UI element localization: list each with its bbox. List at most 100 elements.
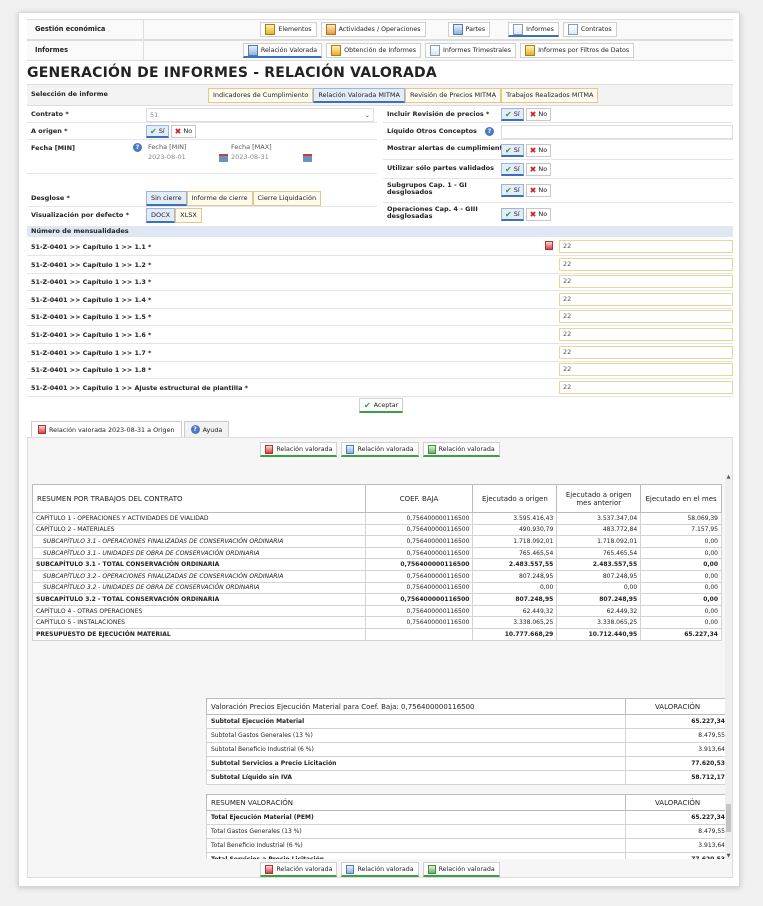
export-pdf-button[interactable]: Relación valorada	[260, 862, 338, 877]
mensualidad-input[interactable]: 22	[559, 363, 733, 377]
fecha-max-input[interactable]: 2023-08-31	[231, 153, 269, 161]
report-page: Gestión económica Elementos Actividades …	[18, 12, 740, 887]
check-icon: ✔	[505, 109, 512, 119]
export-xlsx-button[interactable]: Relación valorada	[422, 442, 500, 457]
copy-values-icon[interactable]	[545, 241, 553, 250]
mensualidad-label: 51-Z-0401 >> Capítulo 1 >> Ajuste estruc…	[31, 383, 248, 392]
table-cell: 0,756400000116500	[364, 593, 474, 606]
report-scrollbar[interactable]: ▲ ▼	[725, 474, 732, 859]
help-icon[interactable]: ?	[485, 127, 494, 136]
nav-obtencion-informes-button[interactable]: Obtención de Informes	[326, 43, 422, 58]
fecha-label: Fecha [MIN]	[31, 144, 75, 152]
excel-icon	[427, 444, 436, 454]
scroll-up-icon[interactable]: ▲	[726, 474, 731, 480]
mensualidad-input[interactable]: 22	[559, 257, 733, 271]
report-scroll-area[interactable]: RESUMEN POR TRABAJOS DEL CONTRATO COEF. B…	[32, 474, 730, 859]
alertas-no-button[interactable]: ✖ No	[525, 144, 552, 157]
mensualidad-input[interactable]: 22	[559, 380, 733, 394]
tab-relacion-valorada[interactable]: Relación valorada 2023-08-31 a Origen	[31, 421, 182, 437]
export-xlsx-button[interactable]: Relación valorada	[422, 862, 500, 877]
a-origen-row: A origen * ✔ Sí ✖ No	[27, 123, 377, 140]
scroll-down-icon[interactable]: ▼	[726, 853, 731, 859]
fecha-min-input[interactable]: 2023-08-01	[148, 153, 186, 161]
contratos-icon	[567, 24, 578, 35]
cross-icon: ✖	[529, 210, 537, 219]
mensualidad-input[interactable]: 22	[559, 275, 733, 289]
mensualidad-label: 51-Z-0401 >> Capítulo 1 >> 1.5 *	[31, 313, 152, 322]
operaciones-no-button[interactable]: ✖ No	[525, 208, 552, 221]
mensualidad-input[interactable]: 22	[559, 292, 733, 306]
option-trabajos-realizados[interactable]: Trabajos Realizados MITMA	[501, 88, 599, 103]
export-docx-button[interactable]: Relación valorada	[341, 862, 419, 877]
nav-relacion-valorada-button[interactable]: Relación Valorada	[242, 43, 323, 58]
table-cell: 10.712.440,95	[556, 627, 642, 641]
liquido-input[interactable]	[501, 125, 733, 139]
option-revision-precios[interactable]: Revisión de Precios MITMA	[404, 88, 502, 103]
a-origen-no-button[interactable]: ✖ No	[170, 125, 197, 138]
mensualidad-row: 51-Z-0401 >> Capítulo 1 >> 1.3 * 22	[27, 273, 733, 292]
table-cell: 62.449,32	[472, 604, 558, 618]
nav-row-informes: Informes Relación Valorada Obtención de …	[27, 40, 733, 61]
column-header: COEF. BAJA	[364, 484, 474, 513]
mensualidad-input[interactable]: 22	[559, 310, 733, 324]
document-icon	[247, 44, 258, 56]
page-title: GENERACIÓN DE INFORMES - RELACIÓN VALORA…	[27, 65, 437, 81]
format-docx[interactable]: DOCX	[146, 208, 176, 223]
visualizacion-label: Visualización por defecto *	[31, 211, 130, 219]
mensualidad-label: 51-Z-0401 >> Capítulo 1 >> 1.6 *	[31, 331, 152, 339]
nav-trimestrales-button[interactable]: Informes Trimestrales	[425, 43, 517, 58]
mensualidad-label: 51-Z-0401 >> Capítulo 1 >> 1.2 *	[31, 260, 152, 269]
mensualidad-input[interactable]: 22	[559, 240, 733, 253]
report-icon	[331, 45, 342, 56]
table-cell: 765.465,54	[472, 546, 558, 560]
accept-button[interactable]: ✔ Aceptar	[359, 398, 404, 413]
format-xlsx[interactable]: XLSX	[175, 208, 202, 223]
scroll-thumb[interactable]	[726, 804, 731, 832]
calendar-icon[interactable]	[219, 154, 228, 162]
incluir-no-button[interactable]: ✖ No	[525, 108, 552, 121]
table-cell: 0,756400000116500	[364, 604, 474, 618]
table-cell: 807.248,95	[556, 569, 642, 583]
validados-no-button[interactable]: ✖ No	[525, 163, 552, 176]
subgrupos-label: Subgrupos Cap. 1 - GI desglosados	[387, 181, 467, 196]
result-tabs: Relación valorada 2023-08-31 a Origen ? A…	[31, 421, 230, 437]
table-cell: 765.465,54	[556, 546, 642, 560]
option-indicadores[interactable]: Indicadores de Cumplimiento	[208, 88, 314, 103]
cross-icon: ✖	[529, 186, 537, 195]
desglose-informe-cierre[interactable]: Informe de cierre	[186, 191, 253, 206]
mensualidad-label: 51-Z-0401 >> Capítulo 1 >> 1.4 *	[31, 295, 152, 304]
desglose-sin-cierre[interactable]: Sin cierre	[146, 191, 187, 206]
nav-elementos-button[interactable]: Elementos	[260, 22, 317, 37]
contrato-select[interactable]: 51 ⌄	[146, 108, 374, 122]
nav-filtros-button[interactable]: Informes por Filtros de Datos	[520, 43, 635, 58]
incluir-si-button[interactable]: ✔ Sí	[501, 108, 524, 121]
mensualidad-row: 51-Z-0401 >> Capítulo 1 >> 1.7 * 22	[27, 344, 733, 362]
desglose-cierre-liquidacion[interactable]: Cierre Liquidación	[252, 191, 322, 206]
nav-partes-button[interactable]: Partes	[447, 22, 491, 37]
table-row: CAPÍTULO 1 - OPERACIONES Y ACTIVIDADES D…	[32, 512, 722, 525]
nav-contratos-button[interactable]: Contratos	[562, 22, 617, 37]
operaciones-si-button[interactable]: ✔ Sí	[501, 208, 524, 221]
subgrupos-si-button[interactable]: ✔ Sí	[501, 184, 524, 197]
nav-informes-button[interactable]: Informes	[508, 22, 559, 37]
table-cell: Subtotal Gastos Generales (13 %)	[205, 728, 627, 743]
export-docx-button[interactable]: Relación valorada	[341, 442, 419, 457]
table-cell: 0,00	[640, 581, 722, 595]
alertas-si-button[interactable]: ✔ Sí	[501, 144, 524, 157]
mensualidad-input[interactable]: 22	[559, 345, 733, 359]
a-origen-si-button[interactable]: ✔ Sí	[146, 125, 169, 138]
help-icon[interactable]: ?	[133, 143, 142, 152]
column-header: RESUMEN VALORACIÓN	[205, 794, 627, 811]
tab-ayuda[interactable]: ? Ayuda	[183, 421, 230, 437]
mensualidad-label: 51-Z-0401 >> Capítulo 1 >> 1.1 *	[31, 243, 152, 251]
mensualidad-input[interactable]: 22	[559, 328, 733, 341]
check-icon: ✔	[505, 164, 512, 174]
calendar-icon[interactable]	[303, 154, 312, 162]
option-relacion-valorada-mitma[interactable]: Relación Valorada MITMA	[313, 88, 405, 103]
table-cell: 3.338.065,25	[556, 616, 642, 629]
export-pdf-button[interactable]: Relación valorada	[260, 442, 338, 457]
table-cell: 77.620,53	[625, 852, 730, 859]
nav-actividades-button[interactable]: Actividades / Operaciones	[320, 22, 426, 37]
subgrupos-no-button[interactable]: ✖ No	[525, 184, 552, 197]
validados-si-button[interactable]: ✔ Sí	[501, 163, 524, 176]
